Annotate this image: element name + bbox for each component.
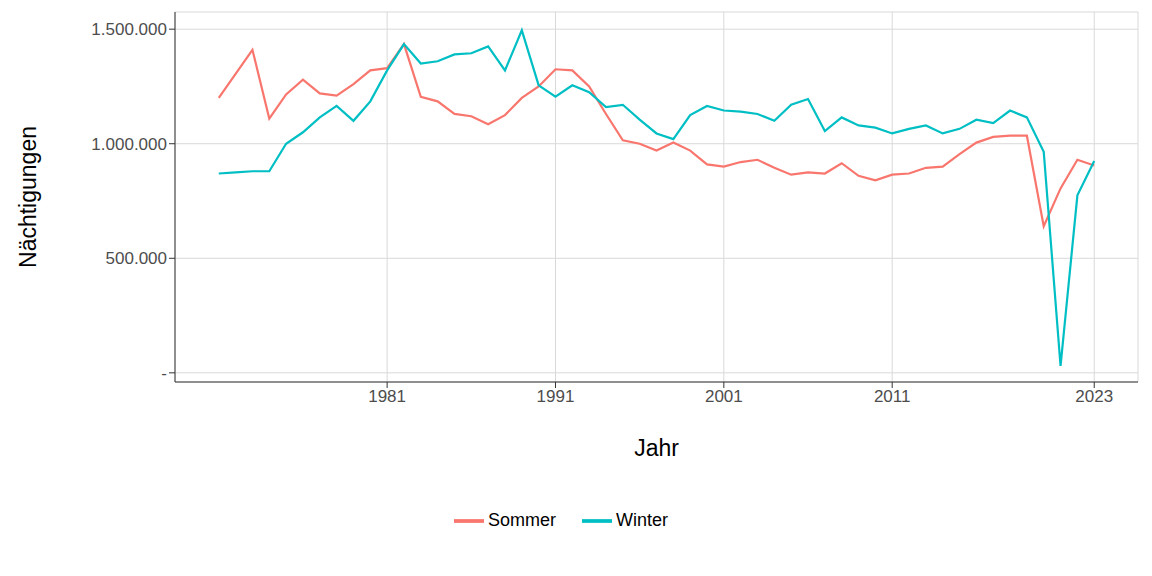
html-text:Winter: Winter bbox=[616, 509, 668, 530]
svg-text:1.000.000: 1.000.000 bbox=[91, 135, 167, 154]
svg-text:2001: 2001 bbox=[705, 387, 743, 406]
svg-text:500.000: 500.000 bbox=[106, 249, 167, 268]
svg-text:1981: 1981 bbox=[368, 387, 406, 406]
svg-text:Jahr: Jahr bbox=[634, 435, 679, 461]
svg-text:2023: 2023 bbox=[1075, 387, 1113, 406]
html-text:Sommer: Sommer bbox=[488, 509, 556, 530]
svg-text:1.500.000: 1.500.000 bbox=[91, 20, 167, 39]
svg-text:1991: 1991 bbox=[537, 387, 575, 406]
svg-text:-: - bbox=[161, 364, 167, 383]
svg-text:2011: 2011 bbox=[874, 387, 911, 406]
svg-text:Nächtigungen: Nächtigungen bbox=[15, 126, 41, 268]
